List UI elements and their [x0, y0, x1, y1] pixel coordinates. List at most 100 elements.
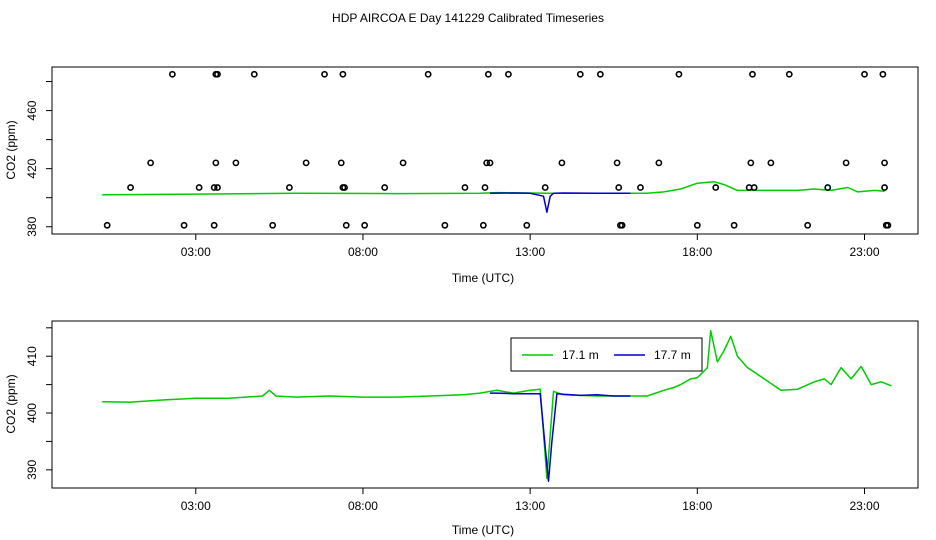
calibration-point — [210, 221, 218, 229]
calibration-point — [486, 159, 494, 167]
bottom-x-axis: 03:00 08:00 13:00 18:00 23:00 — [181, 488, 880, 513]
calibration-point — [576, 70, 584, 78]
top-series-17-7-m — [489, 192, 631, 213]
top-series-17-1-m — [102, 180, 885, 196]
calibration-point — [767, 159, 775, 167]
top-plot-frame — [51, 66, 919, 235]
calibration-point — [250, 70, 258, 78]
top-y-tick-label: 460 — [25, 100, 39, 120]
bottom-panel: 03:00 08:00 13:00 18:00 23:00 390 400 410 Time… — [4, 320, 919, 537]
calibration-point — [881, 184, 888, 191]
calibration-point — [168, 70, 176, 78]
calibration-point — [730, 221, 738, 229]
bottom-plot-frame — [51, 320, 919, 489]
top-x-axis-title: Time (UTC) — [452, 271, 514, 285]
calibration-point — [558, 159, 566, 167]
calibration-point — [381, 184, 389, 191]
calibration-point — [615, 184, 623, 191]
calibration-point — [750, 184, 758, 191]
calibration-point — [655, 159, 663, 167]
bottom-y-axis-title: CO2 (ppm) — [4, 374, 18, 433]
calibration-point — [804, 221, 812, 229]
calibration-point — [618, 221, 626, 229]
calibration-point — [637, 184, 644, 191]
bottom-y-axis: 390 400 410 — [25, 327, 52, 480]
bottom-x-axis-title: Time (UTC) — [452, 523, 514, 537]
bottom-series-layer — [102, 329, 892, 482]
bottom-x-tick-label: 18:00 — [682, 499, 712, 513]
calibration-point — [232, 159, 240, 167]
top-panel: 03:00 08:00 13:00 18:00 23:00 380 420 460 Time… — [4, 66, 919, 285]
calibration-point — [675, 70, 683, 78]
calibration-point — [596, 70, 604, 78]
calibration-point — [399, 159, 407, 167]
calibration-point — [879, 70, 887, 78]
bottom-series-17-7-m — [490, 392, 631, 482]
calibration-point — [337, 159, 345, 167]
top-y-tick-label: 420 — [25, 158, 39, 178]
top-points-layer — [103, 70, 892, 229]
top-y-axis-title: CO2 (ppm) — [4, 120, 18, 179]
calibration-point — [861, 70, 868, 78]
bottom-y-tick-label: 400 — [25, 403, 39, 423]
calibration-point — [785, 70, 793, 78]
calibration-point — [147, 159, 155, 167]
calibration-point — [749, 70, 756, 78]
top-y-axis: 380 420 460 — [25, 81, 52, 237]
top-x-axis: 03:00 08:00 13:00 18:00 23:00 — [181, 234, 880, 259]
top-x-tick-label: 08:00 — [348, 245, 378, 259]
calibration-point — [479, 221, 487, 229]
calibration-point — [824, 184, 832, 191]
bottom-x-tick-label: 13:00 — [515, 499, 545, 513]
calibration-point — [214, 70, 221, 78]
calibration-point — [361, 221, 369, 229]
calibration-point — [505, 70, 512, 78]
top-x-tick-label: 23:00 — [849, 245, 879, 259]
top-series-layer — [102, 180, 885, 213]
legend: 17.1 m 17.7 m — [510, 337, 703, 372]
calibration-point — [321, 70, 328, 78]
top-y-tick-label: 380 — [25, 216, 39, 236]
calibration-point — [195, 184, 203, 191]
bottom-x-tick-label: 08:00 — [348, 499, 378, 513]
bottom-y-tick-label: 410 — [25, 346, 39, 366]
calibration-point — [342, 221, 350, 229]
calibration-point — [285, 184, 293, 191]
calibration-point — [842, 159, 850, 167]
calibration-point — [693, 221, 701, 229]
calibration-point — [481, 184, 489, 191]
calibration-point — [881, 159, 888, 167]
bottom-x-tick-label: 03:00 — [181, 499, 211, 513]
calibration-point — [483, 159, 491, 167]
calibration-point — [523, 221, 531, 229]
legend-label-17-7: 17.7 m — [654, 348, 691, 362]
calibration-point — [339, 70, 347, 78]
top-x-tick-label: 13:00 — [515, 245, 545, 259]
calibration-point — [613, 159, 621, 167]
calibration-point — [541, 184, 549, 191]
top-x-tick-label: 03:00 — [181, 245, 211, 259]
calibration-point — [212, 159, 220, 167]
calibration-point — [441, 221, 449, 229]
calibration-point — [747, 159, 755, 167]
calibration-point — [884, 221, 892, 229]
calibration-point — [341, 184, 348, 191]
calibration-point — [210, 184, 218, 191]
calibration-point — [484, 70, 492, 78]
bottom-y-tick-label: 390 — [25, 459, 39, 479]
calibration-point — [180, 221, 188, 229]
calibration-point — [214, 184, 221, 191]
bottom-series-17-1-m — [102, 329, 892, 480]
calibration-point — [461, 184, 469, 191]
calibration-point — [103, 221, 111, 229]
calibration-point — [424, 70, 432, 78]
legend-label-17-1: 17.1 m — [562, 348, 599, 362]
chart-title: HDP AIRCOA E Day 141229 Calibrated Times… — [332, 11, 604, 25]
calibration-point — [127, 184, 134, 191]
calibration-point — [302, 159, 310, 167]
calibration-point — [712, 184, 720, 191]
bottom-x-tick-label: 23:00 — [849, 499, 879, 513]
calibration-point — [269, 221, 277, 229]
top-x-tick-label: 18:00 — [682, 245, 712, 259]
